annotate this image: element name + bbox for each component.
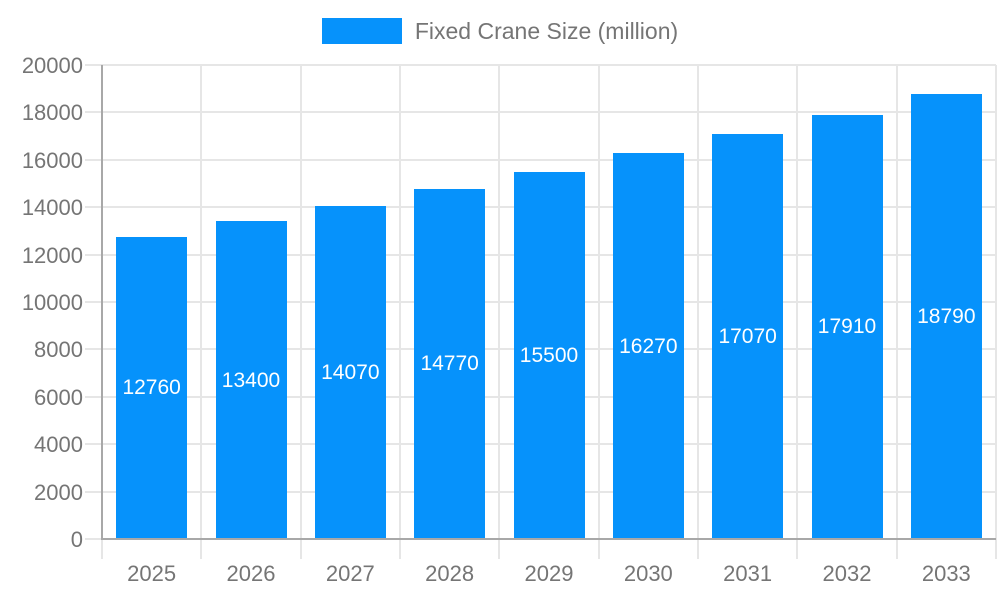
- x-tick: [995, 539, 997, 559]
- y-axis-tick-label: 20000: [21, 53, 83, 78]
- y-axis-tick-label: 6000: [34, 384, 83, 410]
- x-gridline: [895, 65, 898, 539]
- x-axis-tick-label: 2028: [425, 561, 475, 586]
- x-axis-tick-label: 2031: [723, 561, 773, 586]
- bar[interactable]: 18790: [910, 93, 982, 539]
- x-tick: [200, 539, 203, 559]
- x-axis-tick-label: 2025: [127, 561, 177, 586]
- bar-value-label: 17910: [817, 315, 877, 339]
- y-axis-tick-label: 18000: [21, 100, 83, 126]
- y-tick: [85, 538, 102, 540]
- y-axis-tick-label: 14000: [21, 195, 83, 221]
- y-tick: [85, 301, 102, 303]
- y-tick: [85, 158, 102, 161]
- y-axis-line: [101, 65, 103, 540]
- bar-value-label: 13400: [221, 368, 281, 392]
- y-gridline: [102, 158, 996, 161]
- x-gridline: [597, 65, 600, 539]
- y-gridline: [102, 111, 996, 114]
- x-tick: [697, 539, 699, 559]
- legend-swatch: [321, 18, 402, 44]
- legend-label: Fixed Crane Size (million): [414, 17, 679, 44]
- x-tick: [895, 539, 898, 559]
- x-tick: [101, 539, 103, 559]
- bar[interactable]: 14770: [414, 188, 486, 539]
- x-tick: [299, 539, 302, 559]
- x-gridline: [796, 65, 799, 539]
- bar-value-label: 14070: [321, 360, 380, 384]
- x-gridline: [995, 65, 997, 539]
- y-tick: [85, 443, 102, 446]
- x-axis-line: [102, 538, 996, 540]
- y-axis-tick-label: 2000: [34, 479, 83, 505]
- y-tick: [85, 111, 102, 114]
- bar-value-label: 15500: [519, 343, 579, 367]
- y-tick: [85, 490, 102, 493]
- x-gridline: [299, 65, 302, 539]
- x-axis-tick-label: 2032: [822, 561, 872, 586]
- bar[interactable]: 12760: [116, 236, 188, 539]
- y-axis-tick-label: 16000: [21, 147, 83, 173]
- bar-value-label: 17070: [718, 325, 777, 349]
- bar[interactable]: 17910: [811, 114, 883, 539]
- bar-value-label: 18790: [917, 304, 976, 328]
- x-axis-tick-label: 2026: [226, 561, 276, 586]
- x-gridline: [200, 65, 203, 539]
- y-axis-tick-label: 12000: [21, 242, 83, 268]
- bar-value-label: 16270: [619, 334, 678, 358]
- bar[interactable]: 14070: [314, 205, 386, 539]
- bar-value-label: 12760: [122, 376, 181, 400]
- bar[interactable]: 15500: [513, 171, 585, 539]
- x-tick: [796, 539, 799, 559]
- bar[interactable]: 13400: [215, 221, 287, 539]
- x-tick: [498, 539, 501, 559]
- bar-value-label: 14770: [420, 352, 479, 376]
- x-axis-tick-label: 2030: [623, 561, 673, 586]
- legend[interactable]: Fixed Crane Size (million): [0, 12, 1000, 50]
- y-tick: [85, 64, 102, 66]
- y-axis-tick-label: 10000: [21, 290, 83, 315]
- x-gridline: [697, 65, 699, 539]
- bar[interactable]: 17070: [712, 134, 784, 539]
- y-tick: [85, 348, 102, 351]
- y-axis-tick-label: 4000: [34, 432, 83, 458]
- x-gridline: [399, 65, 401, 539]
- y-axis-tick-label: 0: [70, 527, 83, 552]
- y-tick: [85, 206, 102, 209]
- bar[interactable]: 16270: [612, 153, 684, 539]
- x-axis-tick-label: 2033: [921, 561, 971, 586]
- y-axis-tick-label: 8000: [34, 337, 83, 363]
- x-axis-tick-label: 2029: [524, 561, 574, 586]
- x-axis-tick-label: 2027: [325, 561, 375, 586]
- y-tick: [85, 395, 102, 398]
- y-gridline: [102, 64, 996, 66]
- x-tick: [597, 539, 600, 559]
- x-tick: [399, 539, 401, 559]
- y-tick: [85, 253, 102, 256]
- x-gridline: [498, 65, 501, 539]
